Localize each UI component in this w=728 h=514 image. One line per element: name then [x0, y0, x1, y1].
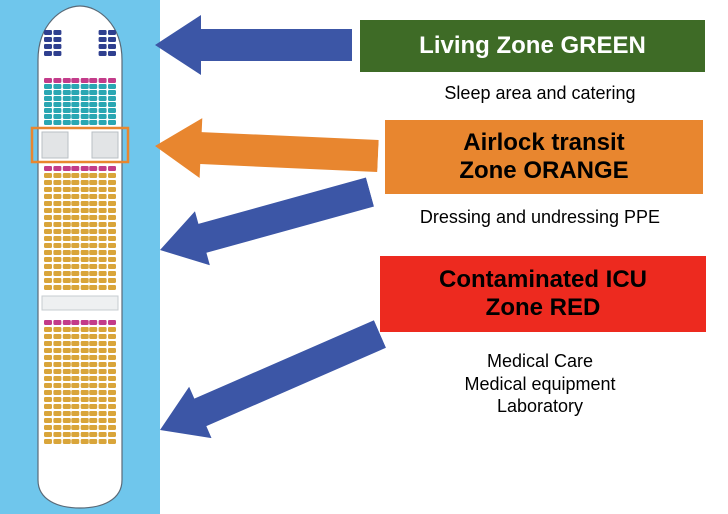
caption-line: Sleep area and catering [375, 82, 705, 105]
caption-line: Medical equipment [375, 373, 705, 396]
caption-line: Dressing and undressing PPE [375, 206, 705, 229]
zone-title-green: Living Zone GREEN [419, 32, 646, 60]
caption-line: Laboratory [375, 395, 705, 418]
zone-caption-orange: Dressing and undressing PPE [375, 206, 705, 229]
zone-title-orange: Airlock transitZone ORANGE [459, 129, 628, 184]
zone-caption-green: Sleep area and catering [375, 82, 705, 105]
diagram-root: Living Zone GREEN Sleep area and catering… [0, 0, 728, 514]
arrow-green [155, 15, 352, 75]
zone-box-red: Contaminated ICUZone RED [380, 256, 706, 332]
zone-box-orange: Airlock transitZone ORANGE [385, 120, 703, 194]
zone-caption-red: Medical CareMedical equipmentLaboratory [375, 350, 705, 418]
caption-line: Medical Care [375, 350, 705, 373]
arrow-orange [154, 116, 380, 186]
arrow-red [153, 165, 378, 277]
zone-title-red: Contaminated ICUZone RED [439, 266, 647, 321]
plane-seatmap [0, 0, 160, 514]
zone-box-green: Living Zone GREEN [360, 20, 705, 72]
arrow-red2 [149, 308, 391, 455]
